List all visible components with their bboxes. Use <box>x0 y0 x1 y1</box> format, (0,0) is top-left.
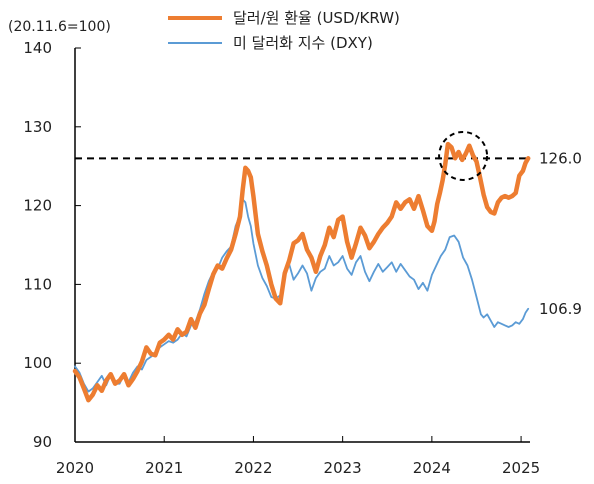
y-axis: 90 100 110 120 130 140 <box>23 39 81 451</box>
dxy-end-label: 106.9 <box>539 300 582 318</box>
y-tick-label: 90 <box>33 433 52 451</box>
x-tick-label: 2021 <box>145 459 183 477</box>
legend-label-usdkrw: 달러/원 환율 (USD/KRW) <box>233 9 400 27</box>
x-tick-label: 2025 <box>502 459 540 477</box>
unit-note: (20.11.6=100) <box>8 19 111 35</box>
x-tick-label: 2020 <box>56 459 94 477</box>
legend-label-dxy: 미 달러화 지수 (DXY) <box>233 34 373 52</box>
series-usdkrw-line <box>72 141 531 403</box>
x-axis: 2020 2021 2022 2023 2024 2025 <box>56 436 540 477</box>
reference-line-label: 126.0 <box>539 149 582 167</box>
plot-area <box>72 130 531 403</box>
y-tick-label: 100 <box>23 354 52 372</box>
y-tick-label: 140 <box>23 39 52 57</box>
legend: 달러/원 환율 (USD/KRW) 미 달러화 지수 (DXY) <box>168 9 400 52</box>
highlight-circle <box>438 130 489 181</box>
x-tick-label: 2024 <box>413 459 451 477</box>
x-tick-label: 2022 <box>234 459 272 477</box>
y-tick-label: 110 <box>23 275 52 293</box>
y-tick-label: 120 <box>23 197 52 215</box>
y-tick-label: 130 <box>23 118 52 136</box>
x-tick-label: 2023 <box>324 459 362 477</box>
